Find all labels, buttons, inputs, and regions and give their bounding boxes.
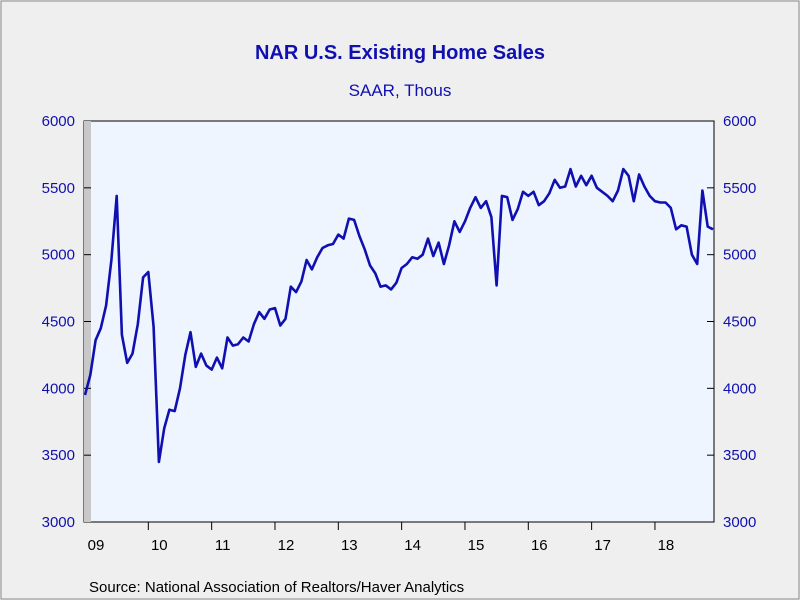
y-left-tick-label: 5500	[42, 180, 75, 197]
y-right-tick-label: 5500	[723, 180, 756, 197]
y-axis-left: 3000 3500 4000 4500 5000 5500 6000	[42, 113, 91, 531]
y-right-tick-label: 4000	[723, 380, 756, 397]
x-tick-label: 15	[468, 537, 485, 554]
y-right-tick-label: 6000	[723, 113, 756, 130]
y-right-tick-label: 3500	[723, 447, 756, 464]
y-left-tick-label: 4500	[42, 314, 75, 331]
y-axis-right: 3000 3500 4000 4500 5000 5500 6000	[707, 113, 756, 531]
y-left-tick-label: 3500	[42, 447, 75, 464]
x-tick-label: 17	[594, 537, 611, 554]
chart-title: NAR U.S. Existing Home Sales	[255, 42, 545, 64]
x-tick-label: 16	[531, 537, 548, 554]
y-left-tick-label: 5000	[42, 247, 75, 264]
series-line	[83, 167, 714, 464]
source-note: Source: National Association of Realtors…	[89, 579, 464, 596]
x-axis: 09 10 11 12 13 14 15 16 17 18	[88, 522, 675, 554]
plot-area	[83, 120, 715, 523]
chart-subtitle: SAAR, Thous	[349, 81, 452, 100]
x-tick-label: 12	[278, 537, 295, 554]
y-right-tick-label: 5000	[723, 247, 756, 264]
y-right-tick-label: 3000	[723, 514, 756, 531]
y-left-tick-label: 4000	[42, 380, 75, 397]
x-tick-label: 10	[151, 537, 168, 554]
x-tick-label: 18	[658, 537, 675, 554]
x-tick-label: 11	[215, 537, 231, 554]
y-left-tick-label: 6000	[42, 113, 75, 130]
y-right-tick-label: 4500	[723, 314, 756, 331]
y-left-tick-label: 3000	[42, 514, 75, 531]
series-group	[83, 167, 714, 464]
x-tick-label: 13	[341, 537, 358, 554]
x-tick-label: 14	[404, 537, 421, 554]
x-tick-label: 09	[88, 537, 105, 554]
